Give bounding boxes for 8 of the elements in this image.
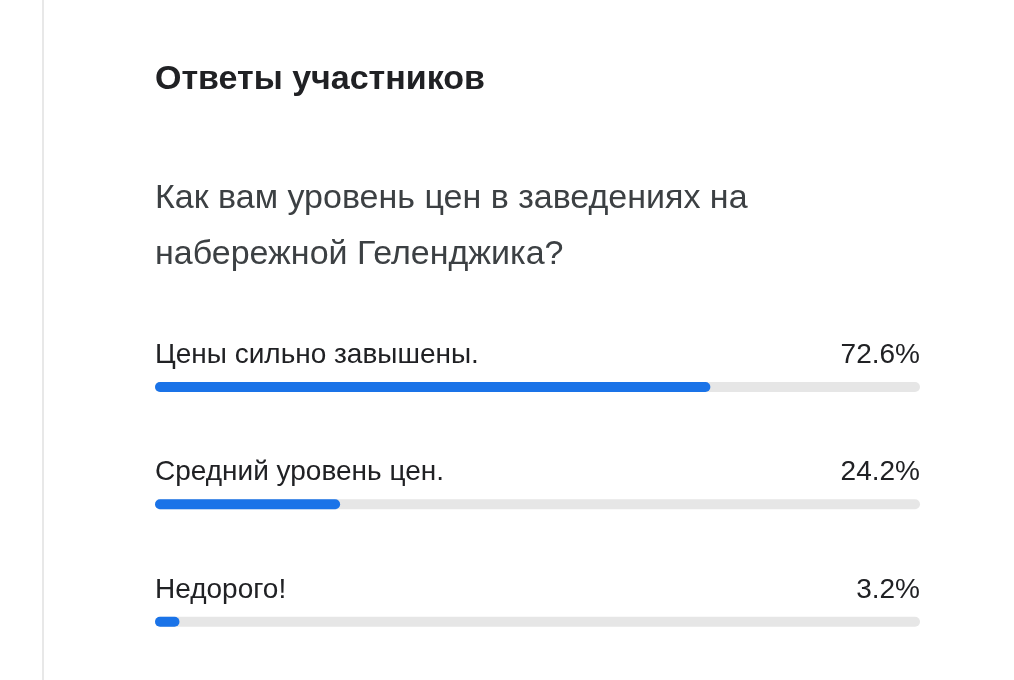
chart-subtitle: Как вам уровень цен в заведениях на набережной Геленджика? xyxy=(155,176,749,273)
data-label: 72.6% xyxy=(840,338,920,369)
y-tick-label: Цены сильно завышены. xyxy=(155,338,479,369)
chart-title: Ответы участников xyxy=(155,58,485,97)
data-label: 3.2% xyxy=(856,572,920,604)
data-label: 24.2% xyxy=(840,455,920,487)
y-tick-label: Средний уровень цен. xyxy=(155,455,444,487)
y-tick-label: Недорого! xyxy=(155,572,287,604)
